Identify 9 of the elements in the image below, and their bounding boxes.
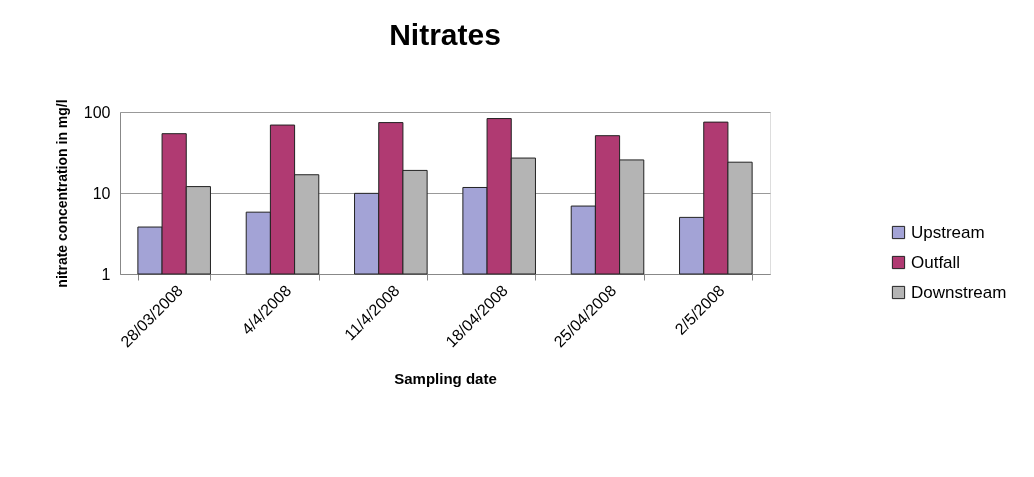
chart-title: Nitrates — [389, 17, 501, 51]
y-tick-label: 1 — [101, 265, 111, 283]
legend-label: Upstream — [911, 222, 985, 242]
y-tick-label: 10 — [92, 184, 111, 202]
legend-label: Downstream — [911, 282, 1007, 302]
legend-label: Outfall — [911, 252, 961, 272]
y-axis-title: nitrate concentration in mg/l — [53, 99, 70, 288]
y-tick-label: 100 — [83, 103, 111, 121]
x-axis-title: Sampling date — [394, 370, 497, 388]
